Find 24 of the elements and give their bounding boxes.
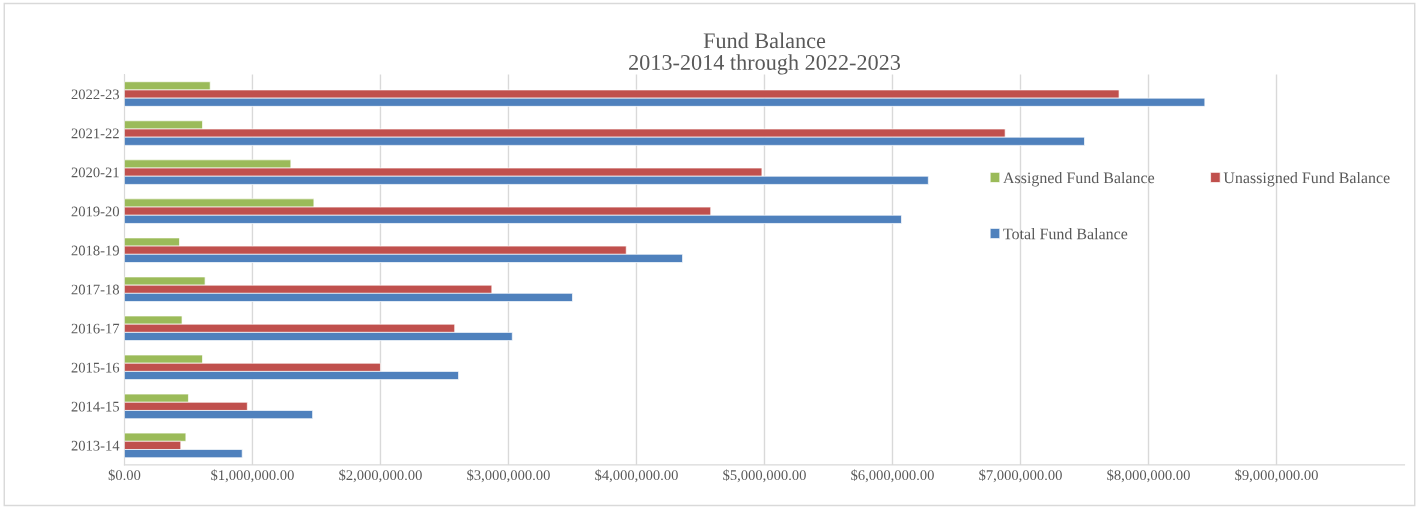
y-tick-label: 2021-22 [71, 128, 119, 139]
x-tick-label: $3,000,000.00 [467, 469, 550, 483]
y-tick-label: 2017-18 [71, 284, 120, 295]
y-tick-label: 2019-20 [71, 206, 120, 217]
x-tick-label: $1,000,000.00 [211, 469, 294, 483]
legend-label: Total Fund Balance [1003, 228, 1128, 240]
y-tick-label: 2016-17 [71, 323, 120, 334]
y-tick-label: 2014-15 [71, 401, 120, 412]
x-tick-label: $4,000,000.00 [595, 469, 678, 483]
x-tick-label: $8,000,000.00 [1107, 469, 1190, 483]
y-tick-label: 2020-21 [71, 167, 119, 178]
x-tick-label: $7,000,000.00 [979, 469, 1062, 483]
x-tick-label: $0.00 [108, 469, 141, 482]
y-tick-label: 2015-16 [71, 362, 120, 373]
legend-label: Unassigned Fund Balance [1223, 171, 1390, 187]
x-tick-label: $9,000,000.00 [1235, 469, 1318, 483]
legend-label: Assigned Fund Balance [1003, 171, 1155, 187]
y-tick-label: 2013-14 [71, 440, 120, 451]
x-tick-label: $6,000,000.00 [851, 469, 934, 483]
chart-title: Fund Balance 2013-2014 through 2022-2023 [629, 32, 901, 75]
y-tick-label: 2018-19 [71, 245, 119, 256]
x-tick-label: $2,000,000.00 [339, 469, 422, 483]
x-tick-label: $5,000,000.00 [723, 469, 806, 483]
y-tick-label: 2022-23 [71, 89, 120, 100]
